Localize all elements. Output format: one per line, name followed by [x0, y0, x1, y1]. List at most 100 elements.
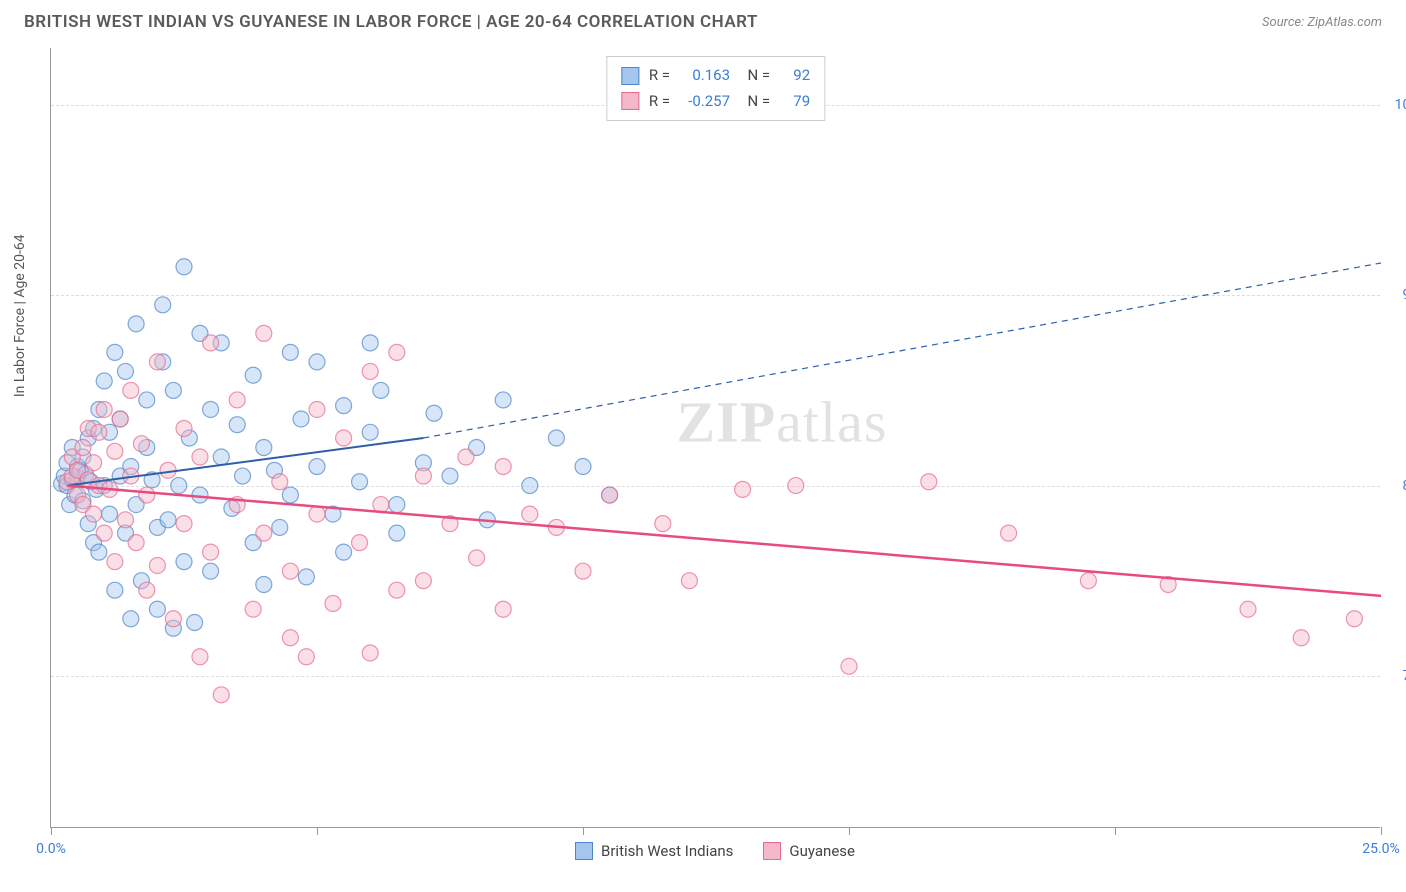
scatter-point: [362, 335, 378, 351]
scatter-point: [91, 424, 107, 440]
x-tick-label: 0.0%: [36, 841, 66, 857]
scatter-point: [192, 649, 208, 665]
scatter-point: [117, 512, 133, 528]
legend-swatch: [763, 842, 781, 860]
scatter-point: [139, 487, 155, 503]
scatter-point: [107, 443, 123, 459]
x-tick: [51, 827, 52, 835]
scatter-point: [176, 516, 192, 532]
legend-swatch: [621, 67, 639, 85]
chart-header: BRITISH WEST INDIAN VS GUYANESE IN LABOR…: [0, 0, 1406, 40]
x-tick: [849, 827, 850, 835]
scatter-point: [160, 512, 176, 528]
scatter-point: [203, 335, 219, 351]
x-tick: [1115, 827, 1116, 835]
scatter-point: [203, 544, 219, 560]
scatter-point: [389, 344, 405, 360]
scatter-point: [389, 582, 405, 598]
scatter-point: [415, 573, 431, 589]
scatter-point: [128, 535, 144, 551]
scatter-point: [165, 611, 181, 627]
scatter-point: [841, 658, 857, 674]
scatter-point: [1240, 601, 1256, 617]
x-tick: [317, 827, 318, 835]
y-tick-label: 80.0%: [1402, 478, 1406, 494]
legend-item: Guyanese: [763, 842, 855, 860]
scatter-point: [735, 481, 751, 497]
scatter-point: [389, 497, 405, 513]
scatter-point: [1080, 573, 1096, 589]
scatter-point: [245, 367, 261, 383]
source-attribution: Source: ZipAtlas.com: [1262, 15, 1382, 30]
correlation-stats-box: R = 0.163 N = 92 R = -0.257 N = 79: [606, 56, 825, 121]
scatter-point: [192, 449, 208, 465]
scatter-point: [86, 506, 102, 522]
scatter-point: [1293, 630, 1309, 646]
scatter-point: [426, 405, 442, 421]
scatter-point: [921, 474, 937, 490]
scatter-point: [139, 392, 155, 408]
scatter-point: [495, 601, 511, 617]
scatter-point: [681, 573, 697, 589]
scatter-point: [176, 259, 192, 275]
scatter-point: [256, 325, 272, 341]
scatter-point: [149, 557, 165, 573]
scatter-point: [282, 344, 298, 360]
scatter-point: [522, 478, 538, 494]
scatter-point: [655, 516, 671, 532]
scatter-point: [298, 569, 314, 585]
scatter-point: [102, 506, 118, 522]
scatter-point: [458, 449, 474, 465]
scatter-point: [112, 411, 128, 427]
scatter-point: [575, 459, 591, 475]
stat-r-value: 0.163: [680, 63, 730, 89]
scatter-plot-svg: [51, 48, 1380, 827]
stat-r-label: R =: [649, 89, 670, 115]
scatter-point: [107, 554, 123, 570]
scatter-point: [362, 424, 378, 440]
scatter-point: [495, 459, 511, 475]
scatter-point: [107, 582, 123, 598]
scatter-point: [256, 525, 272, 541]
scatter-point: [282, 563, 298, 579]
scatter-point: [373, 497, 389, 513]
y-tick-label: 70.0%: [1402, 668, 1406, 684]
scatter-point: [171, 478, 187, 494]
scatter-point: [309, 459, 325, 475]
scatter-point: [123, 611, 139, 627]
scatter-point: [133, 436, 149, 452]
stat-r-label: R =: [649, 63, 670, 89]
scatter-point: [235, 468, 251, 484]
scatter-point: [123, 382, 139, 398]
scatter-point: [128, 316, 144, 332]
scatter-point: [282, 487, 298, 503]
scatter-point: [442, 468, 458, 484]
stat-row: R = -0.257 N = 79: [621, 89, 810, 115]
scatter-point: [75, 440, 91, 456]
scatter-point: [336, 398, 352, 414]
legend-item: British West Indians: [575, 842, 733, 860]
scatter-point: [155, 297, 171, 313]
scatter-point: [293, 411, 309, 427]
scatter-point: [272, 519, 288, 535]
bottom-legend: British West Indians Guyanese: [575, 842, 855, 860]
legend-swatch: [575, 842, 593, 860]
y-axis-title: In Labor Force | Age 20-64: [12, 234, 28, 397]
scatter-point: [117, 363, 133, 379]
scatter-point: [1001, 525, 1017, 541]
scatter-point: [309, 506, 325, 522]
scatter-point: [362, 645, 378, 661]
scatter-point: [389, 525, 405, 541]
scatter-point: [139, 582, 155, 598]
y-tick-label: 100.0%: [1395, 97, 1406, 113]
scatter-point: [352, 535, 368, 551]
stat-n-value: 92: [780, 63, 810, 89]
scatter-point: [415, 468, 431, 484]
scatter-point: [256, 440, 272, 456]
scatter-point: [788, 478, 804, 494]
trend-line-extrapolated: [423, 263, 1381, 438]
scatter-point: [176, 554, 192, 570]
scatter-point: [203, 563, 219, 579]
y-tick-label: 90.0%: [1402, 287, 1406, 303]
scatter-point: [149, 354, 165, 370]
